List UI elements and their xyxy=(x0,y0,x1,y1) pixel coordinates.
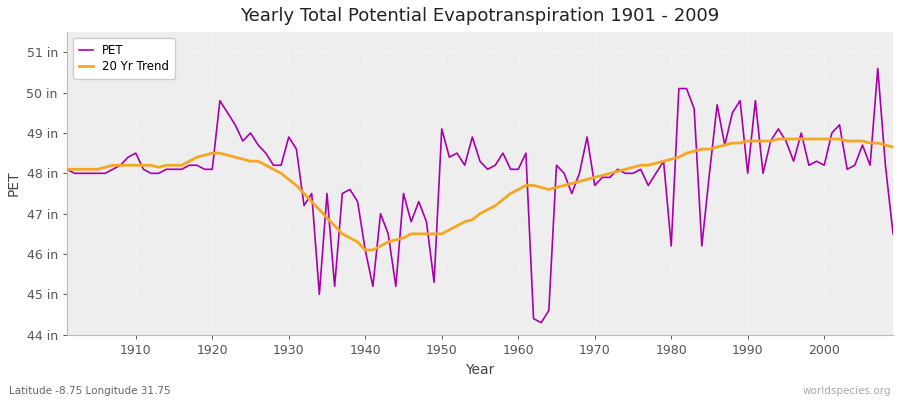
20 Yr Trend xyxy=(773,137,784,142)
X-axis label: Year: Year xyxy=(465,363,495,377)
PET xyxy=(887,232,898,236)
PET xyxy=(122,155,133,160)
PET xyxy=(612,167,623,172)
PET xyxy=(513,167,524,172)
Line: 20 Yr Trend: 20 Yr Trend xyxy=(67,139,893,250)
20 Yr Trend xyxy=(513,187,524,192)
Legend: PET, 20 Yr Trend: PET, 20 Yr Trend xyxy=(73,38,176,79)
20 Yr Trend xyxy=(612,169,623,174)
Title: Yearly Total Potential Evapotranspiration 1901 - 2009: Yearly Total Potential Evapotranspiratio… xyxy=(240,7,720,25)
20 Yr Trend xyxy=(291,183,302,188)
PET xyxy=(872,66,883,71)
PET xyxy=(61,167,72,172)
20 Yr Trend xyxy=(122,163,133,168)
Line: PET: PET xyxy=(67,68,893,323)
Text: Latitude -8.75 Longitude 31.75: Latitude -8.75 Longitude 31.75 xyxy=(9,386,171,396)
20 Yr Trend xyxy=(360,248,371,252)
PET xyxy=(291,147,302,152)
Text: worldspecies.org: worldspecies.org xyxy=(803,386,891,396)
20 Yr Trend xyxy=(337,232,347,236)
Y-axis label: PET: PET xyxy=(7,171,21,196)
20 Yr Trend xyxy=(520,183,531,188)
20 Yr Trend xyxy=(61,167,72,172)
PET xyxy=(536,320,546,325)
PET xyxy=(505,167,516,172)
PET xyxy=(337,191,347,196)
20 Yr Trend xyxy=(887,145,898,150)
